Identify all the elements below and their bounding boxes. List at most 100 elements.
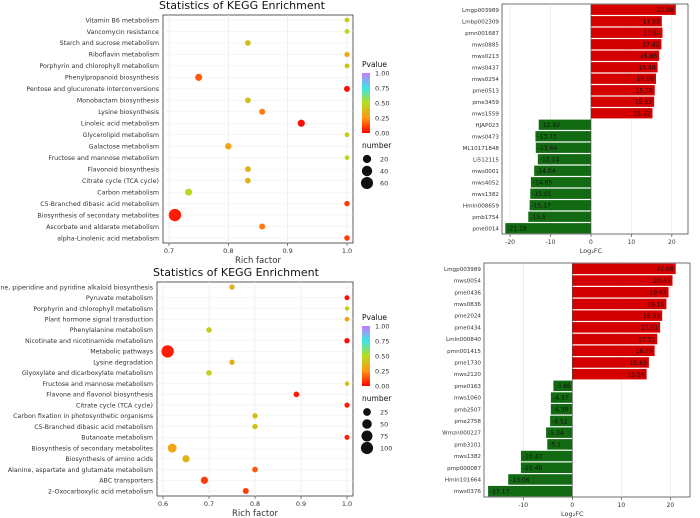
- bar: [590, 96, 655, 107]
- x-tick-label: 0.7: [164, 247, 174, 255]
- legend-pvalue-tick: 0.75: [375, 338, 389, 346]
- category-label: pmn001415: [447, 349, 481, 355]
- category-label: Hmln101664: [445, 477, 482, 483]
- category-label: mws0054: [454, 279, 482, 285]
- data-point: [252, 413, 258, 419]
- category-label: Butanoate metabolism: [81, 435, 153, 442]
- data-point: [259, 108, 266, 115]
- bar: [572, 322, 661, 333]
- data-point: [206, 370, 212, 376]
- x-tick-label: 10: [628, 239, 636, 246]
- category-label: pme0014: [472, 226, 499, 232]
- legend-colorbar: [362, 73, 370, 133]
- data-label: -14.85: [533, 180, 553, 187]
- legend-size-dot: [360, 441, 374, 455]
- data-point: [229, 359, 235, 365]
- data-point: [206, 327, 212, 333]
- data-point: [161, 345, 174, 358]
- category-label: mws0836: [454, 302, 482, 308]
- data-point: [344, 51, 350, 58]
- bar: [534, 165, 591, 176]
- data-label: 18.33: [643, 313, 660, 320]
- category-label: Phenylpropanoid biosynthesis: [65, 75, 159, 82]
- category-label: mws0473: [472, 134, 500, 140]
- data-label: 21.08: [656, 266, 673, 273]
- x-tick-label: -10: [518, 502, 528, 509]
- data-point: [245, 97, 251, 104]
- data-point: [344, 316, 350, 322]
- data-label: -5.34: [548, 430, 564, 437]
- category-label: Porphyrin and chlorophyll metabolism: [39, 63, 159, 70]
- category-label: mws0254: [472, 77, 500, 83]
- bar: [553, 380, 573, 392]
- category-label: mws0885: [472, 42, 500, 48]
- chart-title: Statistics of KEGG Enrichment: [159, 0, 326, 12]
- data-label: -4.37: [553, 395, 569, 402]
- category-label: Lmln000840: [446, 337, 481, 343]
- category-label: Nicotinate and nicotinamide metabolism: [25, 338, 153, 345]
- bar: [572, 298, 667, 310]
- category-label: mws2120: [454, 372, 482, 378]
- category-label: Biosynthesis of secondary metabolites: [31, 445, 153, 452]
- data-label: -10.48: [523, 465, 543, 472]
- category-label: Starch and sucrose metabolism: [60, 40, 159, 47]
- category-label: Li512115: [473, 157, 499, 163]
- bar: [550, 392, 573, 403]
- category-label: mws0437: [472, 65, 500, 71]
- data-label: 17.53: [643, 19, 660, 26]
- category-label: Pentose and glucuronate interconversions: [26, 86, 159, 93]
- category-label: Lysine biosynthesis: [98, 109, 159, 116]
- legend-pvalue-tick: 0.25: [375, 115, 389, 123]
- category-label: pme0163: [454, 384, 481, 390]
- data-point: [245, 40, 251, 46]
- bar: [590, 62, 658, 73]
- legend-size-dot: [362, 419, 372, 429]
- category-label: Glyoxylate and dicarboxylate metabolism: [22, 370, 153, 377]
- bar: [535, 142, 591, 153]
- legend-size-dot: [362, 154, 372, 164]
- data-point: [229, 284, 235, 290]
- legend-pvalue-tick: 0.00: [375, 383, 389, 391]
- category-label: Carbon metabolism: [97, 189, 159, 196]
- plot-panel: [162, 14, 354, 244]
- chart-2: 20.98 Lmgp003989 17.53 Lmbp002309 17.69 pmn00…: [462, 3, 689, 255]
- data-point: [344, 381, 350, 386]
- data-point: [344, 434, 350, 440]
- legend-pvalue-tick: 0.00: [375, 130, 389, 138]
- category-label: Pyruvate metabolism: [86, 295, 153, 302]
- legend-pvalue-tick: 1.00: [375, 70, 389, 78]
- data-point: [344, 29, 350, 34]
- data-point: [242, 487, 249, 495]
- legend-size-tick: 75: [380, 433, 388, 441]
- category-label: mws0001: [472, 169, 500, 175]
- data-point: [344, 306, 350, 311]
- category-label: mws0213: [472, 54, 500, 60]
- data-point: [344, 235, 350, 241]
- legend-size-dot: [361, 430, 373, 442]
- category-label: C5-Branched dibasic acid metabolism: [34, 424, 153, 431]
- legend-size-title: number: [362, 394, 392, 403]
- category-label: Fructose and mannose metabolism: [48, 155, 159, 162]
- bar: [547, 439, 573, 450]
- data-label: -5.1: [549, 442, 561, 449]
- data-point: [297, 119, 305, 127]
- data-label: 15.62: [635, 99, 652, 106]
- category-label: pmb2507: [454, 407, 481, 413]
- x-tick-label: 0.8: [250, 500, 260, 508]
- data-point: [344, 295, 350, 301]
- legend-pvalue-tick: 0.50: [375, 353, 389, 361]
- x-tick-label: 0: [589, 239, 593, 246]
- category-label: Metabolic pathways: [90, 349, 153, 356]
- category-label: pme2758: [454, 419, 481, 425]
- data-label: -12.92: [541, 122, 561, 129]
- category-label: Porphyrin and chlorophyll metabolism: [33, 306, 153, 313]
- data-point: [182, 455, 190, 463]
- chart-title: Statistics of KEGG Enrichment: [153, 266, 320, 279]
- bar: [572, 310, 663, 321]
- legend-pvalue-tick: 0.25: [375, 368, 389, 376]
- category-label: Glycerolipid metabolism: [83, 132, 159, 139]
- bar: [590, 4, 676, 15]
- legend-pvalue-tick: 0.50: [375, 100, 389, 108]
